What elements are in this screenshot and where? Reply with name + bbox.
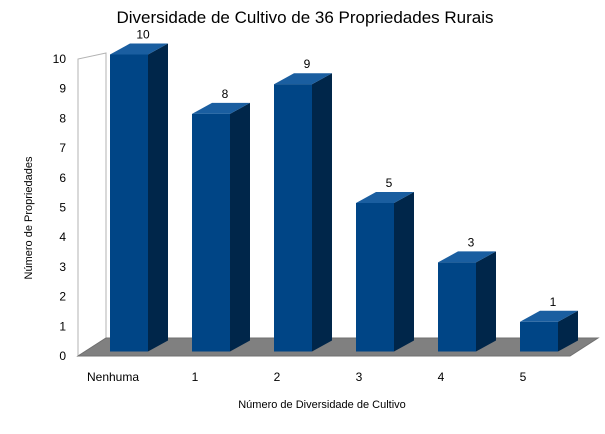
bar <box>356 192 414 352</box>
x-tick-label: 5 <box>520 370 527 384</box>
chart-back-wall <box>77 52 107 357</box>
bar-side <box>558 310 578 352</box>
bar <box>110 43 168 352</box>
data-label: 9 <box>304 57 311 71</box>
y-axis-label: Número de Propriedades <box>23 156 35 279</box>
data-labels: 10 8 9 5 3 1 <box>136 28 556 309</box>
data-label: 8 <box>222 87 229 101</box>
y-tick-label: 3 <box>59 260 66 274</box>
x-tick-label: 2 <box>274 370 281 384</box>
data-label: 5 <box>386 176 393 190</box>
bar-side <box>312 73 332 352</box>
bar-front <box>356 203 394 352</box>
bar <box>192 102 250 352</box>
y-tick-label: 7 <box>59 141 66 155</box>
x-tick-label: 4 <box>438 370 445 384</box>
chart-title: Diversidade de Cultivo de 36 Propriedade… <box>116 8 493 27</box>
y-tick-label: 5 <box>59 201 66 215</box>
bar-top <box>438 251 496 263</box>
bar <box>274 73 332 352</box>
data-label: 3 <box>468 235 475 249</box>
bar-top <box>110 43 168 55</box>
x-axis-label: Número de Diversidade de Cultivo <box>238 399 406 411</box>
bar-side <box>148 43 168 352</box>
x-tick-label: 1 <box>192 370 199 384</box>
bar-front <box>110 54 148 352</box>
bars <box>110 43 578 352</box>
bar-side <box>230 102 250 352</box>
bar-side <box>476 251 496 352</box>
bar-top <box>192 102 250 114</box>
bar-top <box>356 192 414 203</box>
bar-front <box>274 84 312 352</box>
bar-front <box>438 262 476 352</box>
x-axis-ticks: Nenhuma 1 2 3 4 5 <box>87 370 527 384</box>
y-axis-ticks: 0 1 2 3 4 5 6 7 8 9 10 <box>53 52 67 363</box>
y-tick-label: 9 <box>59 82 66 96</box>
bar <box>438 251 496 352</box>
data-label: 10 <box>136 28 150 42</box>
y-tick-label: 10 <box>53 52 67 66</box>
y-tick-label: 2 <box>59 290 66 304</box>
bar <box>520 310 578 352</box>
x-tick-label: Nenhuma <box>87 370 139 384</box>
y-tick-label: 8 <box>59 111 66 125</box>
y-tick-label: 0 <box>59 349 66 363</box>
bar-front <box>520 321 558 352</box>
y-tick-label: 4 <box>59 230 66 244</box>
bar-top <box>520 310 578 322</box>
bar-top <box>274 73 332 85</box>
bar-side <box>394 192 414 352</box>
y-tick-label: 1 <box>59 319 66 333</box>
y-tick-label: 6 <box>59 171 66 185</box>
bar-front <box>192 113 230 352</box>
x-tick-label: 3 <box>356 370 363 384</box>
data-label: 1 <box>550 295 557 309</box>
